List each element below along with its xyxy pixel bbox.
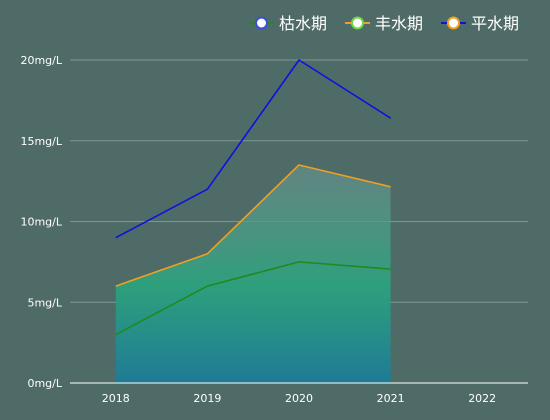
legend: 枯水期 丰水期 平水期 (249, 14, 519, 33)
legend-item-1: 枯水期 (249, 14, 327, 33)
y-tick-label: 15mg/L (20, 135, 62, 148)
legend-label: 丰水期 (375, 14, 423, 33)
legend-label: 平水期 (471, 14, 519, 33)
x-tick-label: 2018 (102, 392, 130, 405)
legend-marker (255, 16, 268, 30)
x-tick-label: 2022 (468, 392, 496, 405)
legend-label: 枯水期 (279, 14, 327, 33)
legend-item-3: 平水期 (441, 14, 519, 33)
x-tick-label: 2019 (193, 392, 221, 405)
series-line-2 (115, 164, 391, 287)
y-tick-label: 0mg/L (27, 377, 62, 390)
axes: 0mg/L 5mg/L 10mg/L 15mg/L 20mg/L 2018 2019 2020… (20, 54, 528, 405)
y-tick-label: 5mg/L (27, 296, 62, 309)
series-line-3 (115, 59, 392, 239)
x-tick-label: 2021 (377, 392, 405, 405)
legend-marker (351, 16, 364, 30)
series-line-1 (115, 261, 391, 336)
y-tick-label: 10mg/L (20, 216, 62, 229)
series-lines (115, 59, 392, 336)
legend-marker (447, 16, 460, 30)
x-tick-label: 2020 (285, 392, 313, 405)
y-tick-label: 20mg/L (20, 54, 62, 67)
legend-item-2: 丰水期 (345, 14, 423, 33)
